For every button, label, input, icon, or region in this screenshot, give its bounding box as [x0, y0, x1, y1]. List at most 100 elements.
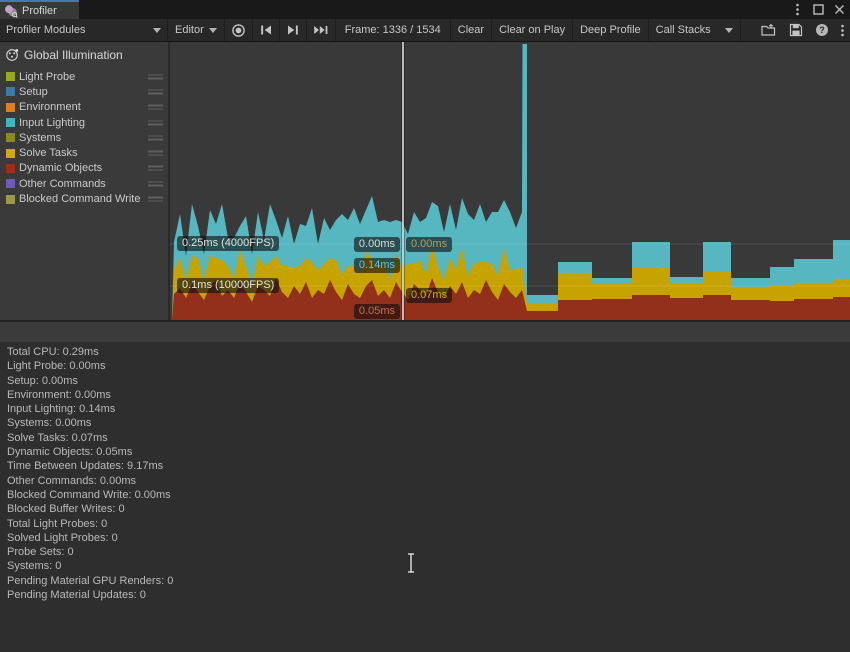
current-frame-icon: [313, 23, 329, 37]
stat-line: Time Between Updates: 9.17ms: [7, 459, 850, 473]
legend-item-label: Systems: [19, 132, 61, 144]
window-menu-icon[interactable]: [789, 2, 805, 18]
legend-item[interactable]: Blocked Command Write: [0, 191, 168, 206]
chart-stats-divider: [0, 320, 850, 342]
chevron-down-icon: [153, 28, 161, 33]
legend-color-swatch: [6, 195, 15, 204]
profiler-chart-area[interactable]: [170, 42, 850, 320]
legend-item[interactable]: Systems: [0, 130, 168, 145]
clear-button-label: Clear: [458, 24, 484, 36]
frame-counter: Frame: 1336 / 1534: [336, 19, 451, 41]
module-header[interactable]: Global Illumination: [0, 42, 168, 64]
tab-profiler[interactable]: Profiler: [0, 0, 79, 19]
window-controls: [789, 0, 847, 19]
drag-handle-icon[interactable]: [148, 195, 163, 204]
clear-button[interactable]: Clear: [451, 19, 492, 41]
global-illumination-icon: [5, 48, 19, 62]
stat-line: Other Commands: 0.00ms: [7, 474, 850, 488]
editor-dropdown[interactable]: Editor: [168, 19, 225, 41]
legend-color-swatch: [6, 149, 15, 158]
legend-item-label: Solve Tasks: [19, 147, 78, 159]
module-sidebar: Global Illumination Light Probe Setup: [0, 42, 168, 320]
stat-line: Blocked Command Write: 0.00ms: [7, 488, 850, 502]
legend-color-swatch: [6, 179, 15, 188]
drag-handle-icon[interactable]: [148, 149, 163, 158]
tab-title: Profiler: [22, 5, 57, 17]
maximize-icon[interactable]: [810, 2, 826, 18]
legend-item-label: Input Lighting: [19, 117, 85, 129]
stat-line: Systems: 0: [7, 559, 850, 573]
legend: Light Probe Setup Environment: [0, 69, 168, 207]
stat-line: Setup: 0.00ms: [7, 374, 850, 388]
legend-item-label: Other Commands: [19, 178, 106, 190]
prev-frame-icon: [259, 23, 273, 37]
legend-item-label: Dynamic Objects: [19, 162, 102, 174]
call-stacks-dropdown[interactable]: Call Stacks: [649, 19, 741, 41]
profiler-tab-icon: [4, 4, 18, 18]
legend-color-swatch: [6, 72, 15, 81]
drag-handle-icon[interactable]: [148, 179, 163, 188]
profiler-chart[interactable]: [170, 42, 850, 320]
drag-handle-icon[interactable]: [148, 118, 163, 127]
stat-line: Light Probe: 0.00ms: [7, 359, 850, 373]
legend-item[interactable]: Solve Tasks: [0, 145, 168, 160]
stat-line: Solved Light Probes: 0: [7, 531, 850, 545]
legend-item[interactable]: Setup: [0, 84, 168, 99]
editor-label: Editor: [175, 24, 204, 36]
legend-item[interactable]: Light Probe: [0, 69, 168, 84]
clear-on-play-button[interactable]: Clear on Play: [492, 19, 573, 41]
svg-text:?: ?: [819, 25, 825, 35]
stat-line: Dynamic Objects: 0.05ms: [7, 445, 850, 459]
toolbar-spacer: [741, 19, 755, 41]
save-icon: [789, 23, 803, 37]
call-stacks-label: Call Stacks: [656, 24, 711, 36]
stat-line: Total CPU: 0.29ms: [7, 345, 850, 359]
legend-color-swatch: [6, 118, 15, 127]
stat-line: Environment: 0.00ms: [7, 388, 850, 402]
stat-line: Blocked Buffer Writes: 0: [7, 502, 850, 516]
drag-handle-icon[interactable]: [148, 103, 163, 112]
legend-item[interactable]: Environment: [0, 100, 168, 115]
stat-line: Probe Sets: 0: [7, 545, 850, 559]
profiler-modules-dropdown[interactable]: Profiler Modules: [0, 19, 168, 41]
more-options-button[interactable]: [835, 19, 850, 41]
deep-profile-button[interactable]: Deep Profile: [573, 19, 649, 41]
current-frame-button[interactable]: [307, 19, 336, 41]
stat-line: Input Lighting: 0.14ms: [7, 402, 850, 416]
close-icon[interactable]: [831, 2, 847, 18]
next-frame-icon: [286, 23, 300, 37]
legend-color-swatch: [6, 103, 15, 112]
legend-item[interactable]: Input Lighting: [0, 115, 168, 130]
legend-color-swatch: [6, 164, 15, 173]
legend-item[interactable]: Dynamic Objects: [0, 161, 168, 176]
legend-item-label: Light Probe: [19, 71, 75, 83]
profiler-toolbar: Profiler Modules Editor: [0, 19, 850, 42]
chevron-down-icon: [209, 28, 217, 33]
drag-handle-icon[interactable]: [148, 72, 163, 81]
prev-frame-button[interactable]: [253, 19, 280, 41]
record-button[interactable]: [225, 19, 253, 41]
legend-item-label: Blocked Command Write: [19, 193, 140, 205]
help-icon: ?: [815, 23, 829, 37]
stat-line: Solve Tasks: 0.07ms: [7, 431, 850, 445]
clear-on-play-label: Clear on Play: [499, 24, 565, 36]
drag-handle-icon[interactable]: [148, 164, 163, 173]
drag-handle-icon[interactable]: [148, 133, 163, 142]
load-icon: [761, 23, 777, 37]
deep-profile-label: Deep Profile: [580, 24, 641, 36]
record-icon: [231, 23, 246, 38]
more-icon: [841, 24, 844, 37]
legend-color-swatch: [6, 87, 15, 96]
load-profile-button[interactable]: [755, 19, 783, 41]
save-profile-button[interactable]: [783, 19, 809, 41]
stat-line: Systems: 0.00ms: [7, 416, 850, 430]
next-frame-button[interactable]: [280, 19, 307, 41]
chevron-down-icon: [725, 28, 733, 33]
frame-counter-label: Frame: 1336 / 1534: [345, 24, 441, 36]
stat-line: Pending Material Updates: 0: [7, 588, 850, 602]
stat-line: Total Light Probes: 0: [7, 517, 850, 531]
profiler-window: Profiler Profiler Modules Editor: [0, 0, 850, 652]
help-button[interactable]: ?: [809, 19, 835, 41]
drag-handle-icon[interactable]: [148, 87, 163, 96]
legend-item[interactable]: Other Commands: [0, 176, 168, 191]
